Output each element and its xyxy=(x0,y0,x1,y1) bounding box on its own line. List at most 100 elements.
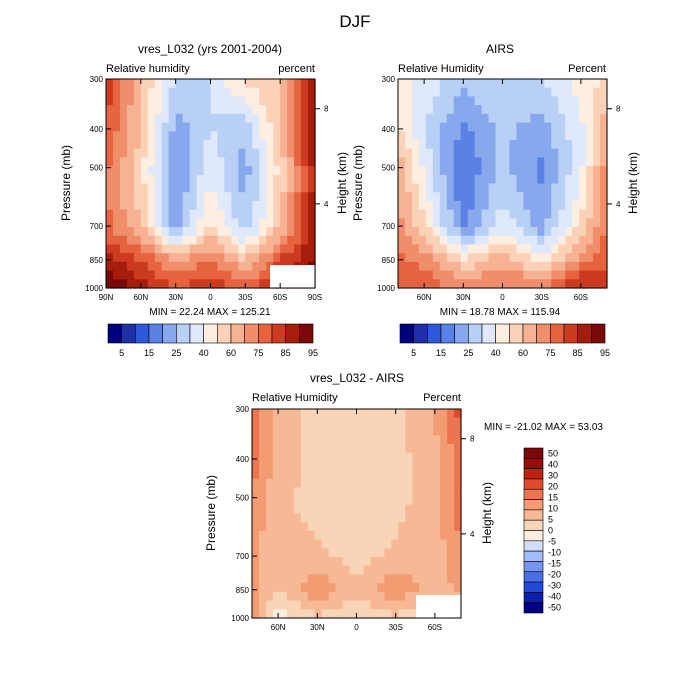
heatmap-cell xyxy=(154,261,163,272)
heatmap-cell xyxy=(502,192,511,202)
colorbar-label: 60 xyxy=(226,348,236,358)
heatmap-cell xyxy=(147,174,156,185)
heatmap-cell xyxy=(342,409,351,419)
heatmap-cell xyxy=(308,139,316,150)
heatmap-cell xyxy=(433,435,441,445)
heatmap-cell xyxy=(467,235,476,246)
heatmap-cell xyxy=(453,183,462,193)
heatmap-cell xyxy=(321,583,330,593)
heatmap-cell xyxy=(182,218,191,228)
heatmap-cell xyxy=(293,583,302,593)
heatmap-cell xyxy=(391,609,399,619)
heatmap-cell xyxy=(252,279,260,289)
heatmap-cell xyxy=(495,157,504,167)
heatmap-cell xyxy=(245,218,253,228)
heatmap-cell xyxy=(258,452,267,462)
heatmap-cell xyxy=(342,487,351,497)
heatmap-cell xyxy=(272,496,281,506)
heatmap-cell xyxy=(140,139,149,150)
heatmap-cell xyxy=(217,131,226,141)
x-tick-label: 90N xyxy=(99,293,114,302)
heatmap-cell xyxy=(439,79,448,89)
x-tick-label: 60N xyxy=(271,623,286,632)
heatmap-cell xyxy=(342,435,351,445)
heatmap-cell xyxy=(161,131,170,141)
heatmap-cell xyxy=(502,183,511,193)
heatmap-cell xyxy=(447,557,455,567)
heatmap-cell xyxy=(147,192,156,202)
heatmap-cell xyxy=(474,183,483,193)
heatmap-cell xyxy=(168,218,177,228)
heatmap-cell xyxy=(321,574,330,584)
heatmap-cell xyxy=(467,227,476,237)
heatmap-cell xyxy=(245,113,253,124)
heatmap-cell xyxy=(106,244,114,254)
heatmap-cell xyxy=(258,426,267,436)
heatmap-cell xyxy=(405,574,413,584)
heatmap-cell xyxy=(342,591,351,602)
heatmap-cell xyxy=(279,487,288,497)
heatmap-cell xyxy=(579,200,587,211)
heatmap-cell xyxy=(189,139,198,150)
heatmap-cell xyxy=(474,279,483,289)
heatmap-cell xyxy=(265,409,274,419)
heatmap-cell xyxy=(321,548,330,558)
heatmap-cell xyxy=(294,79,302,89)
heatmap-cell xyxy=(161,270,170,280)
heatmap-cell xyxy=(523,261,531,272)
heatmap-cell xyxy=(147,105,156,115)
heatmap-cell xyxy=(217,192,226,202)
heatmap-cell xyxy=(481,270,490,280)
heatmap-cell xyxy=(196,157,205,167)
heatmap-cell xyxy=(328,469,337,480)
heatmap-cell xyxy=(140,270,149,280)
heatmap-cell xyxy=(140,209,149,219)
colorbar-swatch xyxy=(523,458,544,469)
heatmap-cell xyxy=(418,253,427,263)
heatmap-cell xyxy=(572,157,580,167)
heatmap-cell xyxy=(439,148,448,158)
heatmap-cell xyxy=(411,131,420,141)
heatmap-cell xyxy=(523,105,531,115)
heatmap-cell xyxy=(433,443,441,454)
heatmap-cell xyxy=(252,574,260,584)
heatmap-cell xyxy=(391,487,399,497)
heatmap-cell xyxy=(182,87,191,98)
heatmap-cell xyxy=(279,435,288,445)
heatmap-cell xyxy=(454,443,462,454)
heatmap-cell xyxy=(593,113,601,124)
heatmap-cell xyxy=(238,270,246,280)
heatmap-cell xyxy=(432,139,441,150)
heatmap-cell xyxy=(272,591,281,602)
heatmap-cell xyxy=(474,157,483,167)
heatmap-cell xyxy=(210,148,219,158)
heatmap-cell xyxy=(593,131,601,141)
heatmap-cell xyxy=(412,496,420,506)
heatmap-cell xyxy=(474,113,483,124)
heatmap-cell xyxy=(279,443,288,454)
heatmap-cell xyxy=(266,253,274,263)
heatmap-cell xyxy=(112,105,121,115)
heatmap-cell xyxy=(126,218,135,228)
heatmap-cell xyxy=(286,461,295,471)
heatmap-cell xyxy=(252,435,260,445)
heatmap-cell xyxy=(446,261,455,272)
heatmap-cell xyxy=(439,122,448,132)
heatmap-cell xyxy=(119,209,128,219)
heatmap-cell xyxy=(293,548,302,558)
heatmap-cell xyxy=(516,235,524,246)
heatmap-cell xyxy=(411,79,420,89)
heatmap-cell xyxy=(286,583,295,593)
heatmap-cell xyxy=(586,244,594,254)
heatmap-cell xyxy=(363,591,372,602)
heatmap-cell xyxy=(287,157,295,167)
heatmap-cell xyxy=(314,574,323,584)
heatmap-cell xyxy=(349,513,358,523)
heatmap-cell xyxy=(245,174,253,185)
heatmap-cell xyxy=(558,218,566,228)
heatmap-cell xyxy=(600,218,608,228)
heatmap-cell xyxy=(126,270,135,280)
heatmap-cell xyxy=(182,209,191,219)
heatmap-cell xyxy=(342,600,351,610)
